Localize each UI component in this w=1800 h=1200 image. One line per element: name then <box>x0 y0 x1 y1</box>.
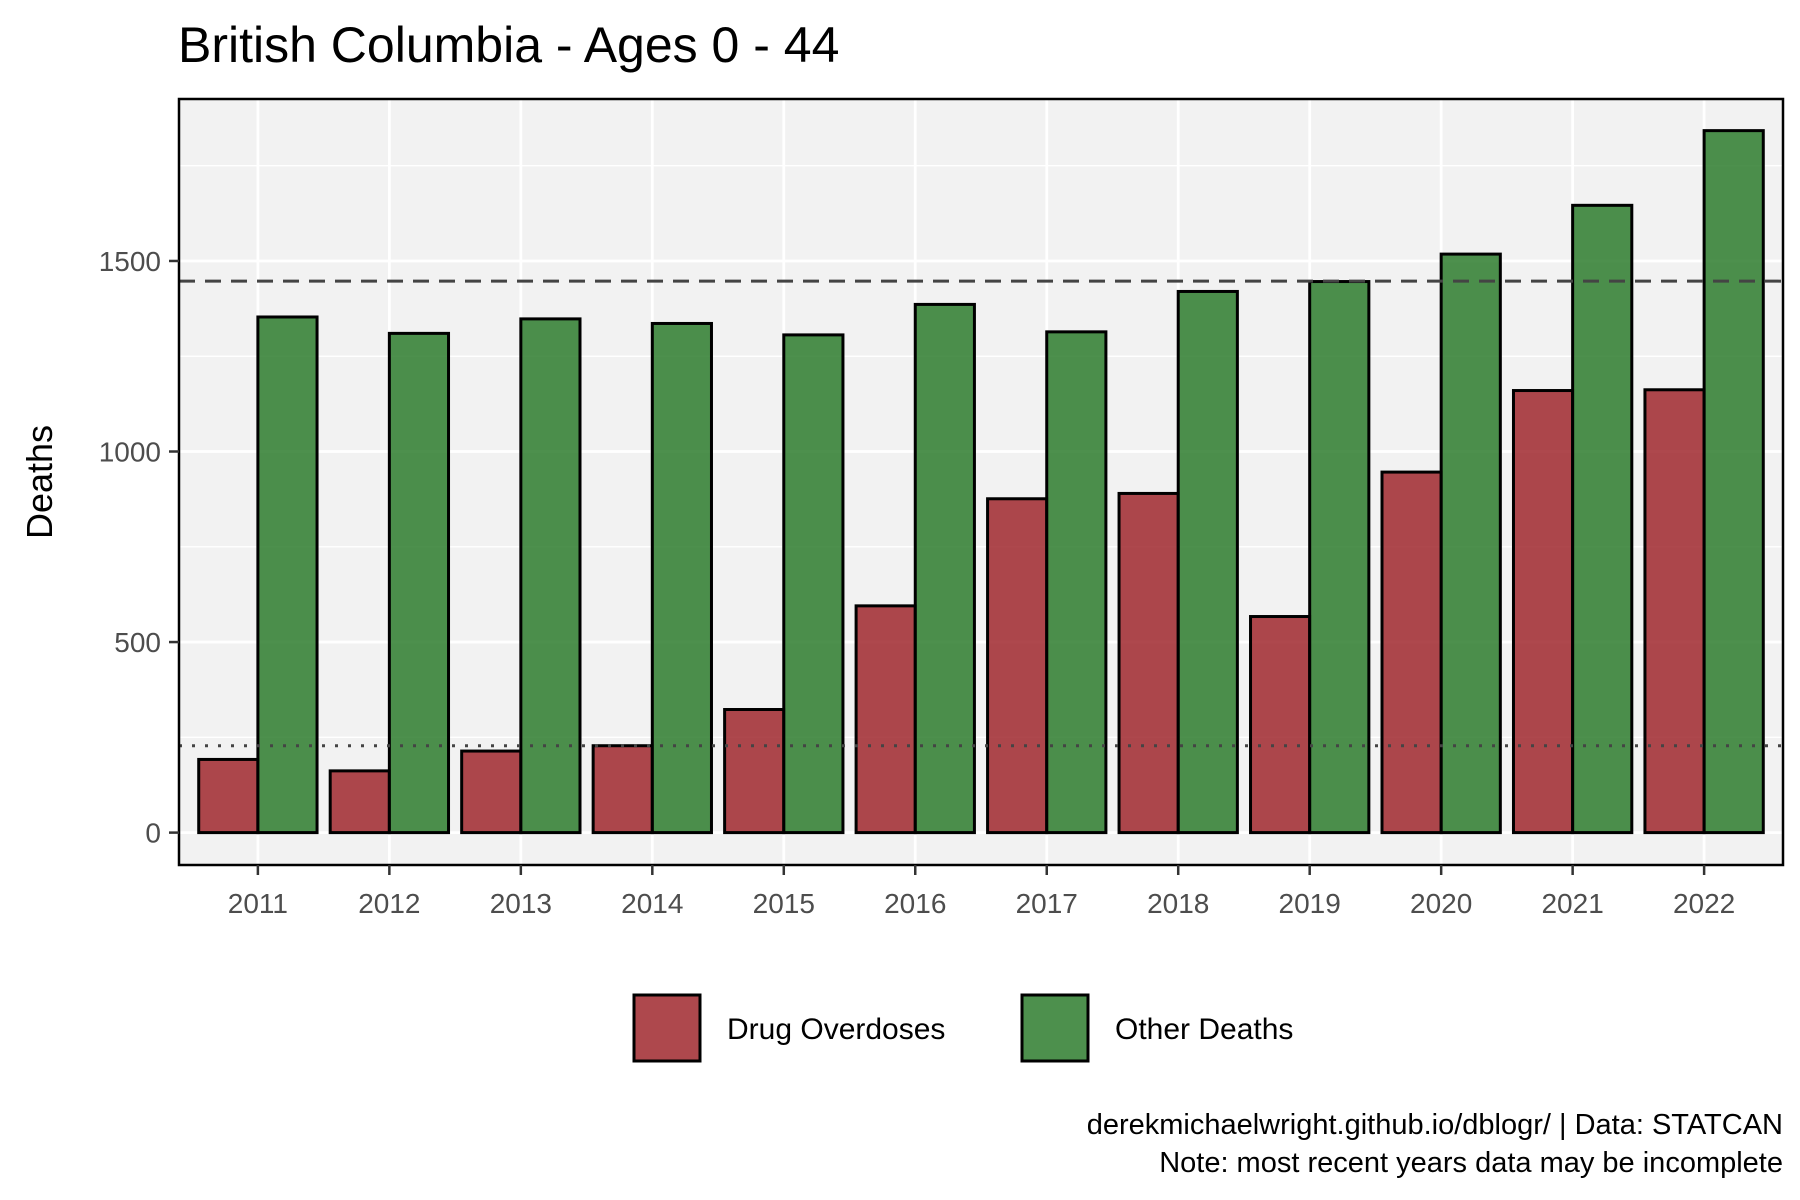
bar-drug-overdoses-2017 <box>986 497 1049 835</box>
x-tick-label: 2015 <box>753 888 815 919</box>
plot-border <box>177 97 1785 867</box>
bar-other-deaths-2018 <box>1176 289 1239 835</box>
bars <box>197 129 1765 835</box>
bar-other-deaths-2011 <box>256 315 319 835</box>
bar-drug-overdoses-2016 <box>854 604 917 835</box>
legend-key-other-deaths <box>1020 993 1090 1063</box>
bar-other-deaths-2020 <box>1439 252 1502 835</box>
x-tick-label: 2022 <box>1673 888 1735 919</box>
y-tick-label: 1000 <box>99 437 161 468</box>
bar-other-deaths-2013 <box>519 317 582 835</box>
y-tick-label: 0 <box>145 818 161 849</box>
bar-drug-overdoses-2011 <box>197 757 260 835</box>
y-axis-title: Deaths <box>19 425 60 539</box>
legend: Drug Overdoses Other Deaths <box>632 993 1293 1063</box>
x-tick-label: 2016 <box>884 888 946 919</box>
bar-other-deaths-2012 <box>387 331 451 835</box>
bar-drug-overdoses-2020 <box>1380 470 1443 835</box>
bar-drug-overdoses-2013 <box>460 749 523 835</box>
caption-note: Note: most recent years data may be inco… <box>1159 1147 1783 1179</box>
bar-other-deaths-2014 <box>650 321 713 835</box>
legend-key-drug-overdoses <box>632 993 702 1063</box>
x-tick-label: 2018 <box>1147 888 1209 919</box>
bar-drug-overdoses-2022 <box>1643 388 1706 835</box>
x-tick-label: 2014 <box>621 888 683 919</box>
bar-drug-overdoses-2015 <box>723 708 786 835</box>
bar-other-deaths-2016 <box>913 302 976 835</box>
x-axis: 2011 2012 2013 2014 2015 2016 2017 2018 2019 2020… <box>228 865 1735 919</box>
x-tick-label: 2013 <box>490 888 552 919</box>
x-tick-label: 2019 <box>1279 888 1341 919</box>
bar-other-deaths-2017 <box>1045 330 1108 835</box>
bar-drug-overdoses-2012 <box>328 769 391 835</box>
bar-drug-overdoses-2019 <box>1249 615 1312 835</box>
reference-lines <box>179 279 1783 748</box>
caption-source: derekmichaelwright.github.io/dblogr/ | D… <box>1087 1109 1783 1141</box>
bar-drug-overdoses-2021 <box>1511 389 1575 835</box>
bar-other-deaths-2015 <box>782 333 845 835</box>
y-tick-label: 500 <box>114 627 161 658</box>
x-tick-label: 2017 <box>1016 888 1078 919</box>
x-tick-label: 2020 <box>1410 888 1472 919</box>
x-tick-label: 2011 <box>228 888 288 919</box>
legend-label-other-deaths: Other Deaths <box>1115 1013 1293 1046</box>
x-tick-label: 2021 <box>1541 888 1603 919</box>
bar-drug-overdoses-2018 <box>1117 491 1180 835</box>
bar-other-deaths-2021 <box>1571 203 1634 835</box>
bar-other-deaths-2022 <box>1702 129 1765 835</box>
chart-title: British Columbia - Ages 0 - 44 <box>178 17 839 73</box>
bar-drug-overdoses-2014 <box>591 744 654 835</box>
y-tick-label: 1500 <box>99 246 161 277</box>
x-tick-label: 2012 <box>358 888 420 919</box>
legend-label-drug-overdoses: Drug Overdoses <box>727 1013 945 1046</box>
y-axis: 0 500 1000 1500 <box>99 246 179 849</box>
bar-other-deaths-2019 <box>1308 280 1371 835</box>
